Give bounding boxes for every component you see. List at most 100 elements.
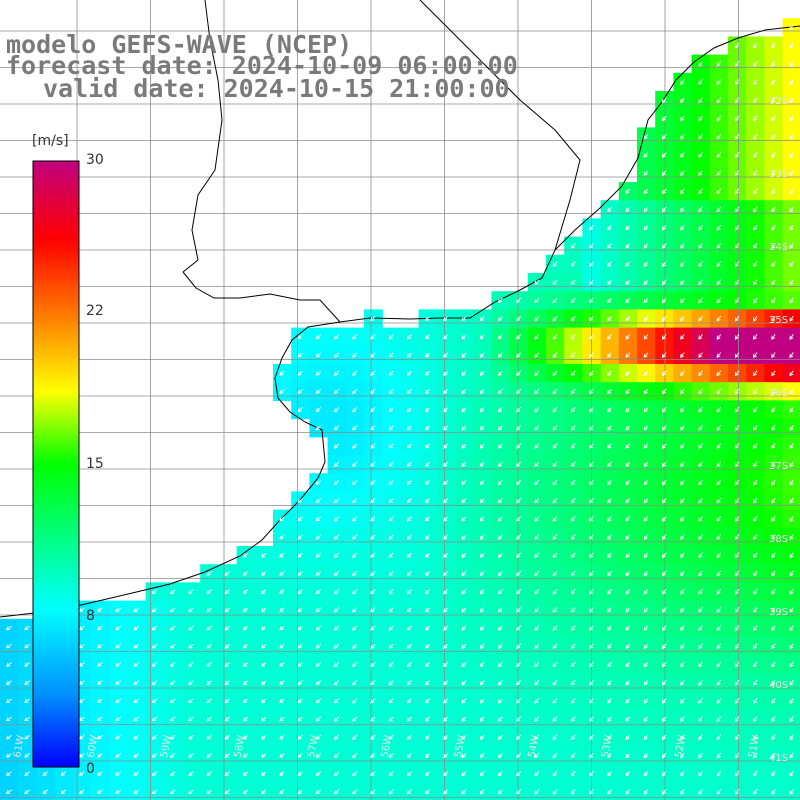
wind-arrow: [534, 643, 540, 649]
wind-arrow: [5, 644, 12, 649]
wind-arrow: [388, 607, 394, 613]
wind-arrow: [552, 607, 558, 613]
wind-arrow: [661, 734, 667, 741]
wind-arrow: [734, 97, 740, 104]
wind-arrow: [789, 734, 794, 741]
wind-arrow: [716, 352, 722, 359]
wind-arrow: [461, 315, 467, 322]
wind-arrow: [297, 734, 303, 740]
wind-arrow: [443, 315, 449, 322]
wind-arrow: [589, 607, 594, 613]
wind-arrow: [589, 770, 594, 777]
wind-arrow: [315, 479, 322, 485]
wind-arrow: [661, 425, 667, 431]
wind-arrow: [315, 771, 322, 777]
wind-arrow: [771, 643, 776, 650]
wind-arrow: [333, 352, 340, 358]
wind-arrow: [388, 771, 394, 777]
wind-arrow: [24, 753, 30, 758]
wind-arrow: [370, 698, 376, 704]
lon-label: 56W: [380, 734, 395, 758]
wind-arrow: [133, 753, 140, 758]
wind-arrow: [589, 570, 594, 577]
wind-arrow: [771, 42, 776, 49]
wind-arrow: [224, 771, 231, 777]
wind-arrow: [443, 425, 449, 431]
wind-arrow: [789, 443, 794, 450]
wind-arrow: [388, 479, 394, 486]
wind-arrow: [534, 497, 540, 504]
wind-arrow: [279, 625, 285, 631]
latitude-labels: 32S 33S 34S 35S 36S 37S 38S 39S 40S 41S: [769, 96, 788, 764]
wind-arrow: [352, 589, 358, 595]
wind-arrow: [297, 352, 303, 358]
wind-arrow: [752, 497, 758, 504]
wind-arrow: [698, 315, 703, 322]
wind-arrow: [406, 789, 412, 795]
wind-arrow: [789, 188, 794, 195]
wind-arrow: [752, 534, 758, 540]
wind-arrow: [461, 625, 467, 631]
wind-arrow: [461, 752, 467, 759]
wind-arrow: [789, 206, 794, 213]
colorbar: [32, 160, 80, 768]
wind-arrow: [5, 662, 12, 667]
wind-arrow: [589, 716, 594, 722]
wind-arrow: [589, 789, 594, 795]
wind-arrow: [497, 534, 503, 540]
wind-arrow: [352, 443, 358, 449]
wind-arrow: [96, 771, 103, 776]
wind-arrow: [734, 588, 740, 595]
wind-arrow: [424, 661, 431, 668]
wind-arrow: [771, 297, 776, 304]
wind-arrow: [716, 497, 722, 504]
wind-arrow: [552, 370, 558, 377]
wind-arrow: [315, 370, 322, 376]
wind-arrow: [242, 752, 249, 758]
wind-arrow: [497, 370, 503, 376]
wind-arrow: [789, 261, 794, 268]
wind-arrow: [388, 534, 394, 540]
wind-arrow: [479, 406, 485, 413]
wind-arrow: [661, 570, 667, 577]
wind-arrow: [698, 352, 703, 359]
wind-arrow: [589, 461, 594, 468]
wind-arrow: [771, 206, 776, 213]
wind-arrow: [169, 643, 176, 649]
wind-arrow: [424, 407, 431, 413]
wind-arrow: [461, 443, 467, 449]
wind-arrow: [151, 589, 158, 594]
wind-arrow: [771, 334, 776, 340]
wind-arrow: [752, 188, 758, 195]
wind-arrow: [789, 224, 794, 231]
wind-arrow: [680, 206, 685, 213]
wind-arrow: [60, 771, 67, 776]
wind-arrow: [752, 115, 758, 122]
wind-arrow: [5, 789, 12, 794]
wind-arrow: [643, 679, 649, 686]
wind-arrow: [151, 643, 158, 649]
wind-arrow: [752, 170, 758, 176]
wind-arrow: [206, 734, 212, 740]
wind-arrow: [698, 643, 703, 650]
wind-arrow: [716, 334, 722, 340]
wind-arrow: [151, 771, 158, 776]
wind-arrow: [133, 771, 140, 776]
wind-arrow: [497, 716, 503, 722]
wind-arrow: [698, 497, 703, 504]
wind-arrow: [534, 734, 540, 740]
wind-arrow: [771, 770, 776, 777]
wind-arrow: [734, 789, 740, 795]
wind-arrow: [352, 552, 358, 558]
wind-arrow: [680, 443, 685, 450]
wind-arrow: [479, 789, 485, 795]
wind-arrow: [133, 643, 140, 649]
wind-arrow: [443, 734, 449, 740]
wind-arrow: [352, 643, 358, 649]
wind-arrow: [279, 552, 285, 558]
wind-arrow: [96, 625, 103, 631]
wind-arrow: [589, 661, 594, 668]
wind-arrow: [169, 589, 176, 594]
wind-arrow: [698, 261, 703, 268]
wind-arrow: [771, 388, 776, 395]
